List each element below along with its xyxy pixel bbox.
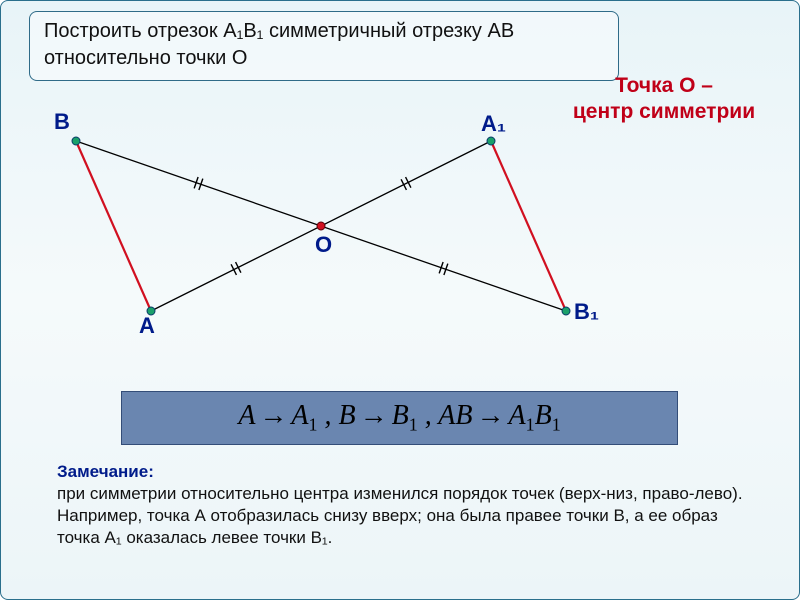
remark-title: Замечание: (57, 462, 154, 481)
remark-line-2: Например, точка А отобразилась снизу вве… (57, 506, 718, 547)
remark-line-1: при симметрии относительно центра измени… (57, 484, 743, 503)
task-box: Построить отрезок А₁В₁ симметричный отре… (29, 11, 619, 81)
remark-block: Замечание: при симметрии относительно це… (57, 461, 757, 549)
point-label-O: О (315, 232, 332, 258)
point-label-A1: А₁ (481, 111, 506, 137)
task-line-1: Построить отрезок А₁В₁ симметричный отре… (44, 18, 604, 45)
formula-box: A→A1 , B→B1 , AB→A1B1 (121, 391, 678, 445)
point-label-B: В (54, 109, 70, 135)
task-line-2: относительно точки О (44, 45, 604, 72)
slide: Построить отрезок А₁В₁ симметричный отре… (0, 0, 800, 600)
geometry-diagram (1, 91, 800, 371)
point-label-B1: В₁ (574, 299, 599, 325)
point-label-A: А (139, 313, 155, 339)
